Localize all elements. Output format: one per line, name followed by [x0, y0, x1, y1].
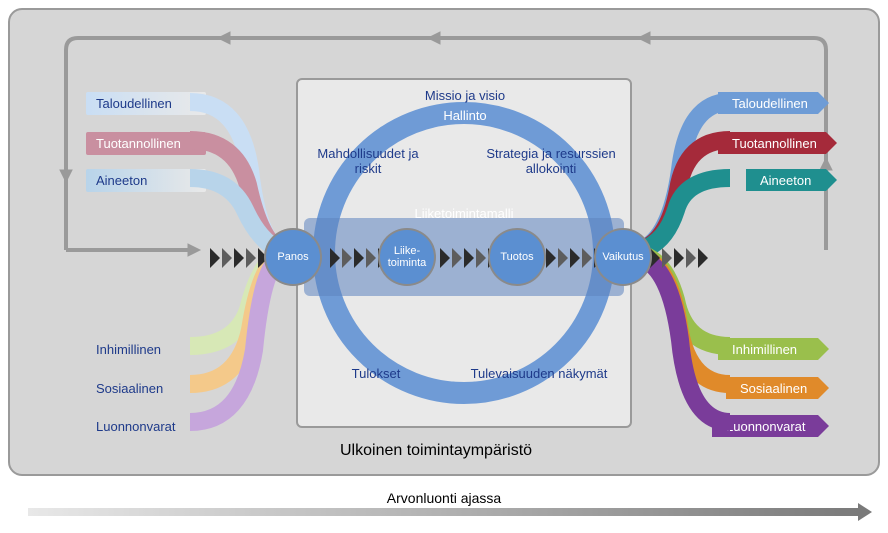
- node-vaikutus: Vaikutus: [596, 230, 650, 284]
- chevrons-5: [650, 246, 710, 270]
- ring-opportunities: Mahdollisuudet ja riskit: [308, 146, 428, 176]
- ring-outlook: Tulevaisuuden näkymät: [454, 366, 624, 381]
- node-panos: Panos: [266, 230, 320, 284]
- chevrons-3: [440, 246, 494, 270]
- ring-mission: Missio ja visio: [370, 88, 560, 103]
- timeline-arrow: [28, 508, 860, 516]
- chevrons-4: [546, 246, 600, 270]
- input-flows: [10, 10, 310, 478]
- timeline-caption: Arvonluonti ajassa: [0, 490, 888, 506]
- diagram-frame: Taloudellinen Tuotannollinen Aineeton In…: [8, 8, 880, 476]
- ring-governance: Hallinto: [370, 108, 560, 123]
- chevrons-1: [210, 246, 270, 270]
- output-flows: [610, 10, 888, 478]
- ring-performance: Tulokset: [326, 366, 426, 381]
- node-tuotos: Tuotos: [490, 230, 544, 284]
- ring-strategy: Strategia ja resurssien allokointi: [476, 146, 626, 176]
- node-liike: Liike-toiminta: [380, 230, 434, 284]
- chevrons-2: [330, 246, 384, 270]
- context-caption: Ulkoinen toimintaympäristö: [340, 442, 532, 460]
- business-model-label: Liiketoimintamalli: [304, 206, 624, 221]
